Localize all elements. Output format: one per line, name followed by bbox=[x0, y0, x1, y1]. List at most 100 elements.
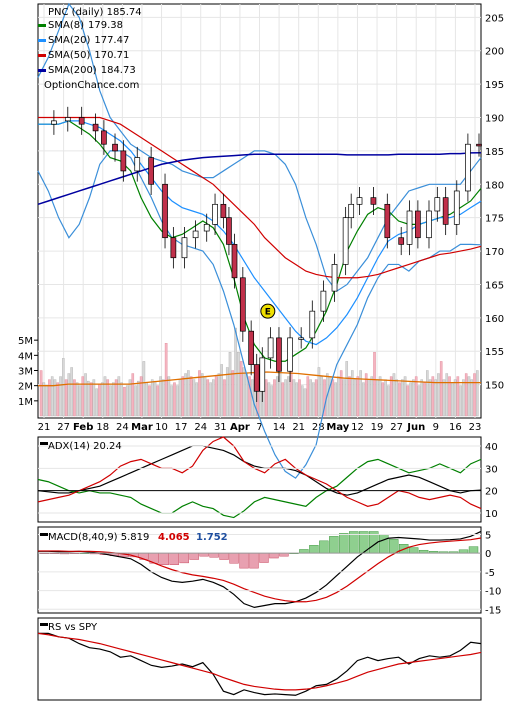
volume-bar bbox=[451, 382, 454, 417]
volume-bar bbox=[420, 379, 424, 417]
volume-bar bbox=[242, 367, 246, 417]
volume-bar bbox=[467, 376, 471, 417]
volume-bar bbox=[423, 382, 426, 417]
macd-tick-label: 5 bbox=[485, 530, 491, 541]
macd-signal-value: 4.065 bbox=[158, 532, 190, 543]
volume-bar bbox=[401, 379, 404, 417]
x-tick-label: 23 bbox=[469, 422, 482, 433]
volume-bar bbox=[426, 370, 429, 417]
candle-up bbox=[348, 203, 355, 219]
x-tick-label: 10 bbox=[155, 422, 168, 433]
volume-bar bbox=[128, 379, 132, 417]
adx-panel bbox=[37, 436, 482, 523]
candle-down bbox=[226, 217, 232, 245]
x-tick-label: 21 bbox=[292, 422, 305, 433]
volume-bar bbox=[231, 370, 235, 417]
volume-bar bbox=[228, 352, 232, 417]
volume-bar bbox=[284, 379, 287, 417]
candle-down bbox=[231, 244, 238, 279]
volume-bar bbox=[142, 361, 146, 417]
volume-tick-label: 4M bbox=[18, 351, 33, 362]
volume-bar bbox=[220, 364, 223, 417]
adx-legend-swatch bbox=[40, 442, 48, 445]
volume-bar bbox=[103, 376, 107, 417]
volume-bar bbox=[342, 379, 346, 417]
macd-histogram-bar bbox=[169, 552, 179, 565]
price-tick-label: 160 bbox=[485, 314, 504, 325]
candle-up bbox=[465, 143, 471, 192]
volume-bar bbox=[439, 361, 443, 417]
rs-legend-swatch bbox=[40, 623, 48, 626]
volume-bar bbox=[414, 376, 418, 417]
macd-histogram-bar bbox=[249, 552, 259, 569]
volume-bar bbox=[398, 382, 401, 417]
adx-tick-label: 10 bbox=[485, 509, 498, 520]
volume-bar bbox=[162, 379, 165, 417]
x-tick-label: 27 bbox=[57, 422, 70, 433]
volume-bar bbox=[339, 370, 343, 417]
volume-bar bbox=[412, 379, 415, 417]
x-tick-label: Jun bbox=[406, 422, 425, 433]
volume-bar bbox=[181, 376, 185, 417]
macd-histogram-bar bbox=[389, 539, 399, 554]
volume-bar bbox=[106, 379, 110, 417]
macd-histogram-bar bbox=[219, 552, 229, 560]
macd-line-macd bbox=[38, 530, 482, 609]
volume-tick-label: 5M bbox=[18, 336, 33, 347]
volume-bar bbox=[95, 388, 98, 417]
volume-bar bbox=[373, 352, 376, 417]
macd-tick-label: -10 bbox=[485, 587, 501, 598]
sma200-line bbox=[37, 151, 482, 206]
volume-bar bbox=[409, 382, 412, 417]
volume-bar bbox=[350, 370, 354, 417]
candle-down bbox=[112, 143, 118, 152]
price-tick-label: 195 bbox=[485, 80, 504, 91]
volume-bar bbox=[109, 385, 112, 417]
volume-bar bbox=[331, 379, 335, 417]
volume-tick-label: 2M bbox=[18, 382, 33, 393]
volume-bar bbox=[45, 385, 48, 417]
candle-up bbox=[51, 120, 57, 125]
macd-tick-label: -15 bbox=[485, 605, 501, 616]
volume-bar bbox=[306, 376, 310, 417]
bollinger-lower-line bbox=[37, 150, 482, 479]
candle-down bbox=[101, 130, 107, 145]
volume-bar bbox=[125, 385, 129, 417]
candle-down bbox=[92, 123, 99, 132]
volume-bar bbox=[264, 379, 268, 417]
volume-bar bbox=[178, 379, 182, 417]
volume-bar bbox=[470, 379, 474, 417]
volume-bar bbox=[62, 358, 65, 417]
volume-bar bbox=[164, 343, 168, 417]
macd-histogram-bar bbox=[468, 546, 479, 554]
candle-down bbox=[162, 183, 168, 239]
price-tick-label: 165 bbox=[485, 280, 504, 291]
volume-bar bbox=[200, 373, 204, 417]
volume-bar bbox=[445, 373, 449, 417]
volume-bar bbox=[287, 376, 290, 417]
candle-up bbox=[356, 197, 363, 205]
macd-histogram-bar bbox=[299, 549, 309, 554]
legend-series-value: 179.38 bbox=[88, 20, 123, 31]
macd-histogram-bar bbox=[319, 540, 329, 554]
candle-down bbox=[442, 197, 449, 225]
volume-bar bbox=[428, 379, 432, 417]
x-tick-label: Feb bbox=[73, 422, 93, 433]
volume-bar bbox=[39, 370, 43, 417]
x-tick-label: 28 bbox=[312, 422, 325, 433]
volume-bar bbox=[189, 376, 193, 417]
volume-bar bbox=[92, 379, 96, 417]
volume-bar bbox=[275, 376, 279, 417]
volume-bar bbox=[137, 380, 140, 417]
x-tick-label: 18 bbox=[96, 422, 109, 433]
earnings-marker bbox=[260, 303, 276, 319]
candle-up bbox=[320, 290, 327, 312]
adx-tick-label: 20 bbox=[485, 487, 498, 498]
volume-bar bbox=[237, 352, 240, 417]
volume-bar bbox=[239, 361, 243, 417]
candle-up bbox=[453, 190, 460, 225]
volume-bar bbox=[387, 385, 390, 417]
volume-bar bbox=[156, 385, 160, 417]
legend-series-name: SMA(50) bbox=[48, 50, 90, 61]
candle-up bbox=[203, 224, 210, 232]
